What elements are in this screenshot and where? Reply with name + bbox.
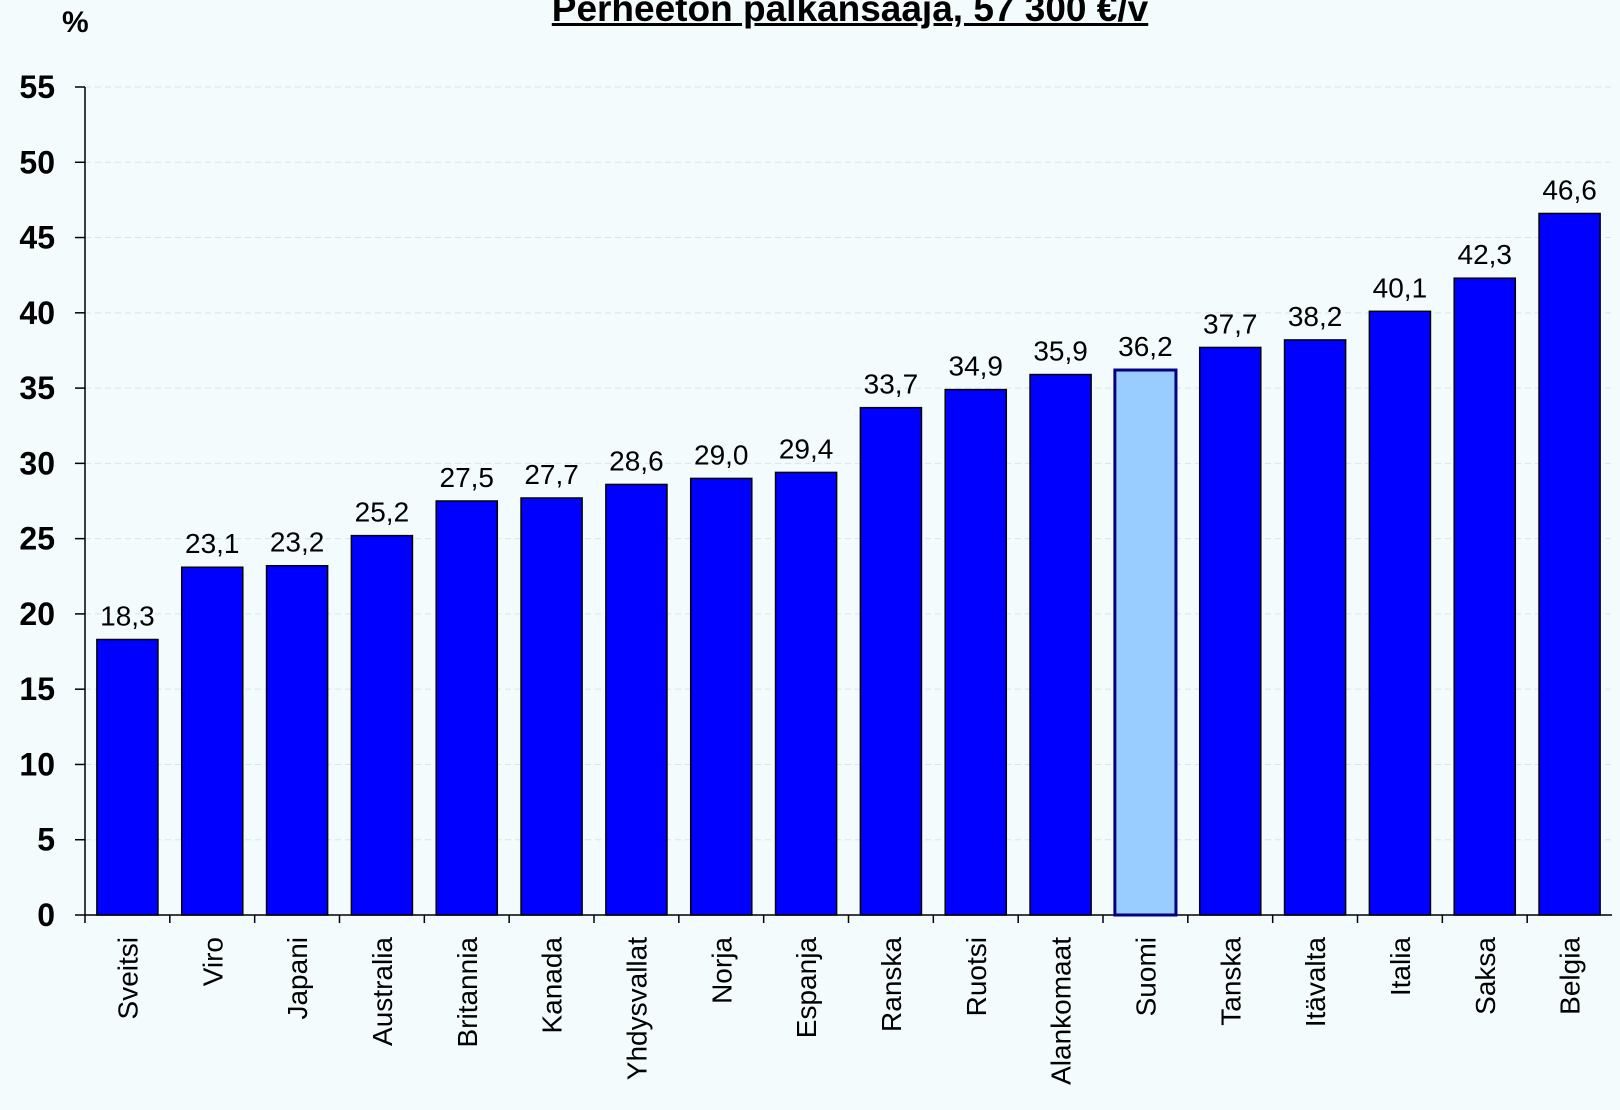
- category-label: Saksa: [1470, 937, 1501, 1015]
- category-label: Espanja: [791, 937, 822, 1039]
- chart-title: Perheetön palkansaaja, 57 300 €/v: [551, 0, 1149, 29]
- bar-saksa: [1453, 277, 1517, 916]
- bar-ruotsi: [944, 388, 1008, 916]
- value-label: 29,4: [779, 433, 834, 464]
- value-label: 37,7: [1203, 308, 1258, 339]
- y-tick-label: 40: [19, 295, 55, 331]
- bar-itävalta: [1283, 339, 1347, 916]
- bar-viro: [180, 566, 244, 916]
- value-label: 34,9: [949, 351, 1004, 382]
- bar-japani: [265, 564, 329, 916]
- category-label: Sveitsi: [112, 937, 143, 1019]
- category-label: Belgia: [1555, 937, 1586, 1015]
- bar-espanja: [774, 471, 838, 916]
- value-label: 38,2: [1288, 301, 1343, 332]
- value-label: 25,2: [355, 497, 410, 528]
- category-label: Italia: [1385, 937, 1416, 997]
- y-tick-label: 10: [19, 746, 55, 782]
- category-label: Yhdysvallat: [621, 937, 652, 1080]
- category-label: Australia: [367, 937, 398, 1046]
- value-label: 29,0: [694, 439, 749, 470]
- value-label: 42,3: [1458, 239, 1513, 270]
- bars: [96, 212, 1601, 917]
- y-tick-label: 5: [37, 822, 55, 858]
- bar-ranska: [859, 406, 923, 916]
- value-label: 23,1: [185, 528, 240, 559]
- category-label: Viro: [197, 937, 228, 986]
- category-label: Alankomaat: [1046, 937, 1077, 1085]
- bar-belgia: [1538, 212, 1601, 916]
- y-tick-label: 25: [19, 521, 55, 557]
- value-label: 28,6: [609, 445, 664, 476]
- bar-sveitsi: [96, 638, 159, 916]
- bar-suomi: [1113, 368, 1178, 917]
- value-labels: 18,3 23,1 23,2 25,2 27,5 27,7 28,6 29,0 29,4 33,7…: [100, 174, 1597, 631]
- y-tick-label: 35: [19, 370, 55, 406]
- bar-kanada: [520, 497, 583, 916]
- y-tick-label: 15: [19, 671, 55, 707]
- category-label: Ranska: [876, 937, 907, 1032]
- value-label: 27,5: [440, 462, 495, 493]
- category-label: Britannia: [452, 937, 483, 1048]
- value-label: 40,1: [1373, 272, 1428, 303]
- value-label: 23,2: [270, 527, 325, 558]
- category-label: Kanada: [537, 937, 568, 1034]
- y-tick-label: 20: [19, 596, 55, 632]
- category-label: Norja: [706, 937, 737, 1004]
- value-label: 33,7: [864, 369, 919, 400]
- category-label: Suomi: [1130, 937, 1161, 1016]
- bar-britannia: [435, 500, 499, 916]
- y-axis-unit-label: %: [62, 6, 89, 39]
- y-tick-label: 30: [19, 445, 55, 481]
- category-label: Ruotsi: [961, 937, 992, 1016]
- bar-italia: [1368, 310, 1432, 916]
- value-label: 27,7: [524, 459, 579, 490]
- bar-alankomaat: [1029, 373, 1092, 916]
- category-label: Tanska: [1215, 937, 1246, 1026]
- bar-yhdysvallat: [605, 483, 668, 916]
- bar-norja: [689, 477, 753, 916]
- value-label: 18,3: [100, 601, 155, 632]
- y-tick-label: 45: [19, 220, 55, 256]
- y-tick-label: 0: [37, 897, 55, 933]
- bar-tanska: [1198, 346, 1262, 916]
- value-label: 35,9: [1033, 336, 1088, 367]
- y-tick-label: 55: [19, 69, 55, 105]
- category-labels: Sveitsi Viro Japani Australia Britannia Kanad…: [84, 915, 1586, 1085]
- bar-australia: [350, 534, 414, 916]
- grid-lines: [85, 86, 1612, 841]
- category-label: Itävalta: [1300, 937, 1331, 1028]
- value-label: 36,2: [1118, 331, 1173, 362]
- value-label: 46,6: [1542, 174, 1597, 205]
- category-label: Japani: [282, 937, 313, 1020]
- y-tick-label: 50: [19, 144, 55, 180]
